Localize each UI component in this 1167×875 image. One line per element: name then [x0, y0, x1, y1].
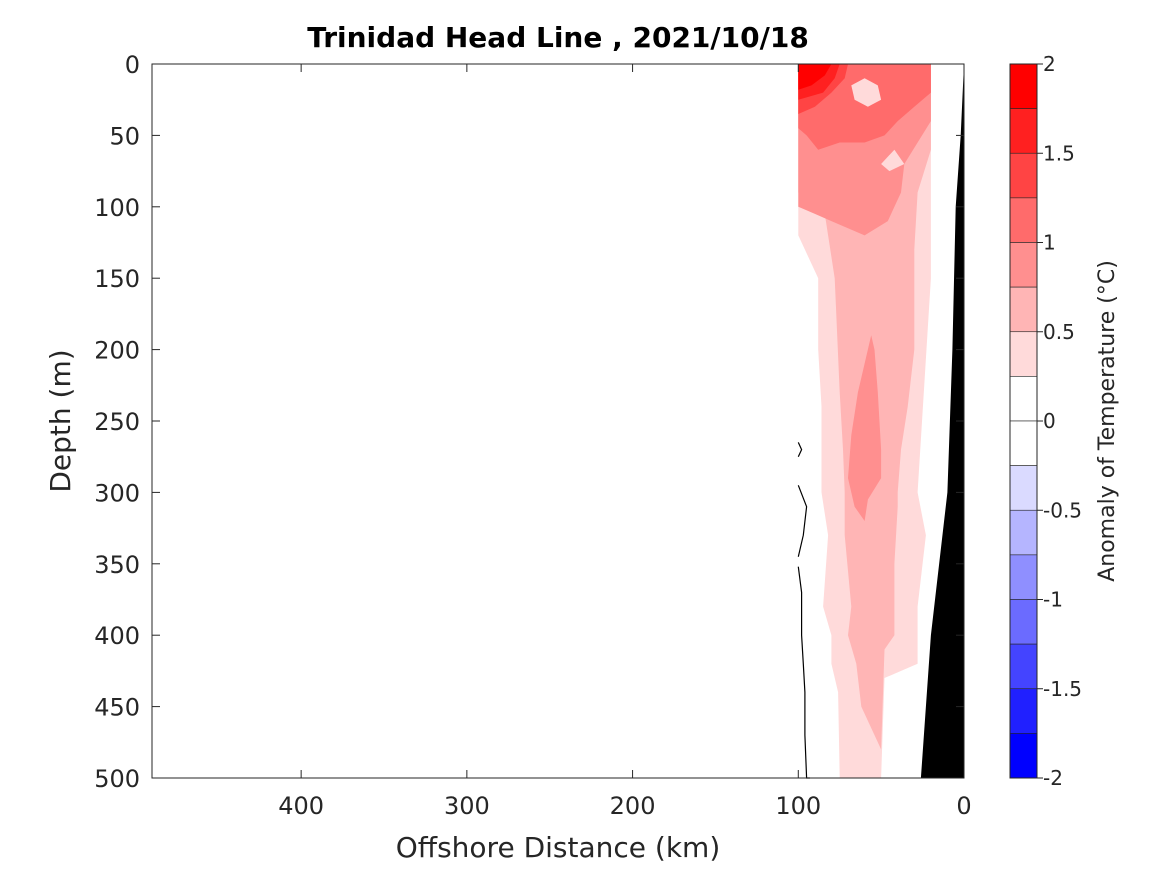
zero-contours [797, 442, 810, 779]
contour-region-8 [851, 78, 882, 107]
colorbar-swatch [1009, 733, 1038, 779]
colorbar-tick-label: -1 [1043, 588, 1063, 612]
colorbar-swatch [1009, 643, 1038, 690]
zero-contour-line-0 [797, 442, 803, 457]
colorbar-swatch [1009, 599, 1038, 645]
colorbar: 2 1.5 1 0.5 0 -0.5 -1 -1.5 -2 Anomaly of Tempera… [1009, 52, 1120, 790]
bathymetry [920, 64, 964, 778]
colorbar-tick-label: -1.5 [1043, 677, 1082, 701]
x-tick-label: 200 [610, 792, 656, 820]
colorbar-label: Anomaly of Temperature (°C) [1095, 260, 1120, 582]
colorbar-swatch [1009, 688, 1038, 734]
y-tick-label: 200 [94, 337, 140, 365]
x-tick-label: 300 [444, 792, 490, 820]
contour-region-9 [881, 149, 905, 172]
y-tick-label: 100 [94, 194, 140, 222]
colorbar-tick-label: 0.5 [1043, 320, 1075, 344]
colorbar-tick-label: 1 [1043, 231, 1056, 255]
colorbar-swatch [1009, 242, 1038, 288]
colorbar-swatch [1009, 197, 1038, 243]
y-tick-label: 0 [125, 51, 140, 79]
colorbar-ticks: 2 1.5 1 0.5 0 -0.5 -1 -1.5 -2 [1037, 52, 1082, 790]
colorbar-tick-label: 0 [1043, 409, 1056, 433]
x-tick-label: 100 [775, 792, 821, 820]
y-tick-label: 50 [109, 122, 140, 150]
contour-regions [798, 64, 931, 778]
y-axis-ticks: 0 50 100 150 200 250 300 350 400 450 500 [94, 51, 964, 793]
colorbar-swatch [1009, 420, 1038, 466]
contour-region-7 [798, 64, 832, 90]
y-tick-label: 150 [94, 265, 140, 293]
x-tick-label: 0 [956, 792, 971, 820]
colorbar-swatch [1009, 286, 1038, 333]
colorbar-swatch [1009, 63, 1038, 109]
colorbar-tick-label: -0.5 [1043, 498, 1082, 522]
zero-contour-line-1 [797, 485, 808, 557]
bathymetry-shape [920, 64, 964, 778]
x-axis-ticks: 400 300 200 100 0 [278, 64, 972, 820]
colorbar-swatch [1009, 331, 1038, 377]
zero-contour-line-2 [797, 566, 810, 779]
y-tick-label: 500 [94, 765, 140, 793]
colorbar-swatch [1009, 108, 1038, 154]
y-tick-label: 300 [94, 479, 140, 507]
colorbar-tick-label: -2 [1043, 766, 1063, 790]
colorbar-swatch [1009, 376, 1038, 422]
plot-area: 400 300 200 100 0 0 50 100 150 200 250 300 350 400 45… [94, 51, 971, 820]
y-tick-label: 250 [94, 408, 140, 436]
y-tick-label: 450 [94, 694, 140, 722]
x-axis-label: Offshore Distance (km) [396, 831, 721, 864]
y-axis-label: Depth (m) [44, 349, 77, 492]
contour-region-3 [848, 335, 882, 521]
colorbar-swatch [1009, 509, 1038, 556]
y-tick-label: 400 [94, 622, 140, 650]
colorbar-tick-label: 2 [1043, 52, 1056, 76]
colorbar-tick-label: 1.5 [1043, 141, 1075, 165]
colorbar-swatch [1009, 152, 1038, 199]
y-tick-label: 350 [94, 551, 140, 579]
colorbar-swatch [1009, 554, 1038, 600]
x-tick-label: 400 [278, 792, 324, 820]
colorbar-swatch [1009, 465, 1038, 511]
colorbar-swatches [1009, 63, 1038, 779]
chart-title: Trinidad Head Line , 2021/10/18 [307, 21, 809, 54]
